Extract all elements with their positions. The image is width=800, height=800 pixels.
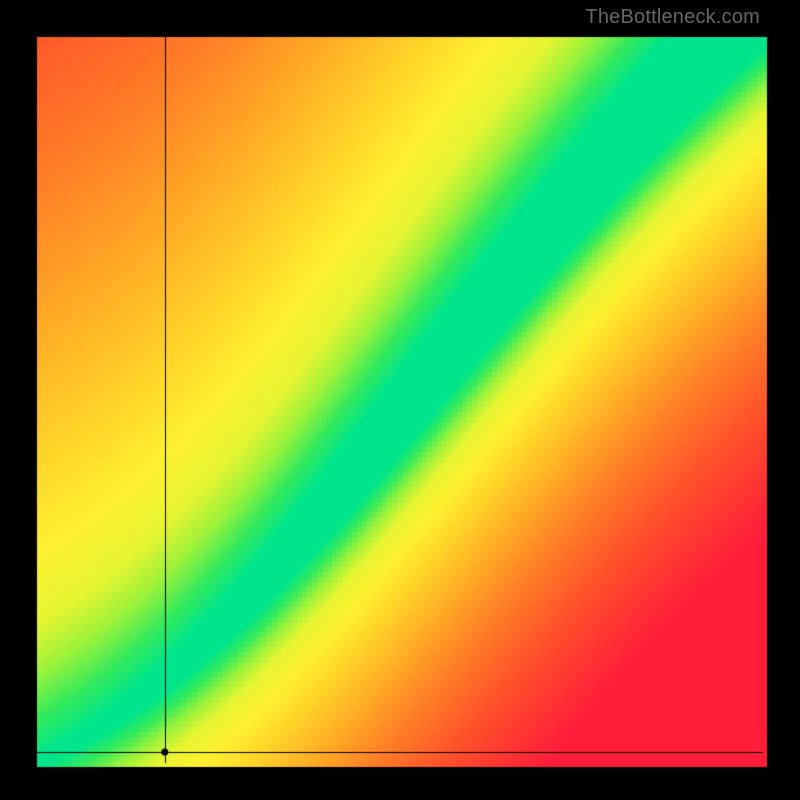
watermark-text: TheBottleneck.com xyxy=(585,6,760,29)
heatmap-canvas xyxy=(0,0,800,800)
chart-container: TheBottleneck.com xyxy=(0,0,800,800)
